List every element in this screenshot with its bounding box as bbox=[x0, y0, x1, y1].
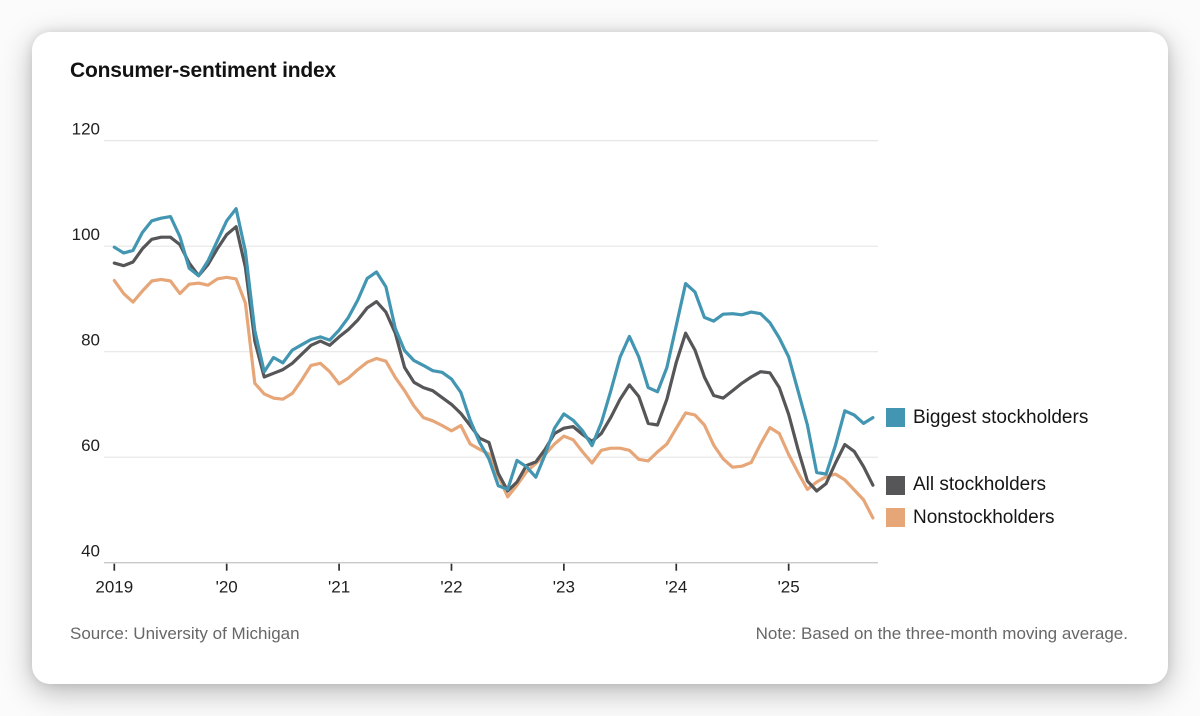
x-tick-label: '24 bbox=[665, 578, 687, 597]
plot-area: 40 60 80 100 120 2019 '20 '21 '22 '23 '24 '25 bbox=[32, 32, 1168, 684]
legend-label-nonstockholders: Nonstockholders bbox=[913, 506, 1055, 528]
x-tick-label: '23 bbox=[553, 578, 575, 597]
legend-swatch-nonstockholders bbox=[886, 508, 905, 528]
series-line-nonstockholders bbox=[112, 275, 875, 520]
y-tick-label: 60 bbox=[81, 436, 100, 455]
x-tick-label: 2019 bbox=[95, 578, 133, 597]
sentiment-line-chart: 40 60 80 100 120 2019 '20 '21 '22 '23 '24 '25 bbox=[72, 120, 878, 597]
y-tick-label: 100 bbox=[72, 225, 100, 244]
legend-item-biggest-stockholders: Biggest stockholders bbox=[886, 406, 1088, 430]
note-text: Note: Based on the three-month moving av… bbox=[755, 624, 1128, 643]
legend-item-nonstockholders: Nonstockholders bbox=[886, 506, 1055, 530]
legend-label-all-stockholders: All stockholders bbox=[913, 474, 1047, 496]
chart-card: Consumer-sentiment index 40 60 80 100 120 201… bbox=[32, 32, 1168, 684]
y-tick-label: 120 bbox=[72, 120, 100, 139]
source-text: Source: University of Michigan bbox=[70, 624, 300, 643]
y-tick-label: 40 bbox=[81, 542, 100, 561]
legend-swatch-biggest-stockholders bbox=[886, 408, 905, 428]
legend-label-biggest-stockholders: Biggest stockholders bbox=[913, 406, 1089, 428]
chart-title: Consumer-sentiment index bbox=[70, 59, 336, 82]
x-tick-label: '22 bbox=[440, 578, 462, 597]
x-tick-label: '25 bbox=[778, 578, 800, 597]
series-line-all-stockholders bbox=[112, 225, 875, 493]
series-line-biggest-stockholders bbox=[112, 207, 875, 491]
y-tick-label: 80 bbox=[81, 331, 100, 350]
legend-swatch-all-stockholders bbox=[886, 475, 905, 495]
x-tick-label: '21 bbox=[328, 578, 350, 597]
legend-item-all-stockholders: All stockholders bbox=[886, 473, 1046, 497]
x-tick-label: '20 bbox=[216, 578, 238, 597]
